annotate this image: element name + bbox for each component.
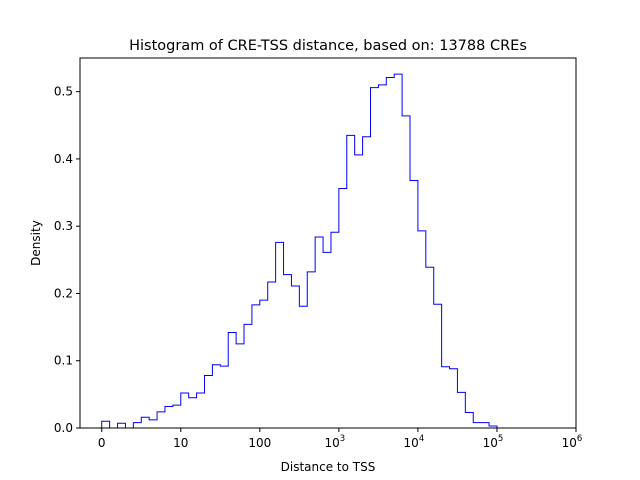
x-tick-label: 105 [483, 434, 504, 450]
chart-title: Histogram of CRE-TSS distance, based on:… [129, 38, 527, 54]
y-tick-label: 0.3 [54, 219, 73, 233]
y-tick-label: 0.1 [54, 354, 73, 368]
x-tick-label: 103 [325, 434, 346, 450]
x-tick-label: 104 [404, 434, 425, 450]
histogram-outline [101, 73, 498, 429]
x-tick-label: 106 [562, 434, 583, 450]
x-tick-label: 10 [173, 436, 188, 450]
y-tick-label: 0.2 [54, 286, 73, 300]
y-tick-label: 0.4 [54, 152, 73, 166]
x-tick-label: 0 [98, 436, 106, 450]
y-axis-ticks: 0.0 0.1 0.2 0.3 0.4 0.5 [54, 85, 80, 435]
x-axis-ticks: 0 10 100 103 104 105 106 [98, 428, 582, 450]
y-axis-label: Density [29, 220, 43, 266]
plot-area [101, 73, 498, 429]
y-tick-label: 0.5 [54, 85, 73, 99]
axes-frame [79, 57, 577, 429]
y-tick-label: 0.0 [54, 421, 73, 435]
x-tick-label: 100 [248, 436, 271, 450]
x-axis-label: Distance to TSS [281, 460, 376, 474]
